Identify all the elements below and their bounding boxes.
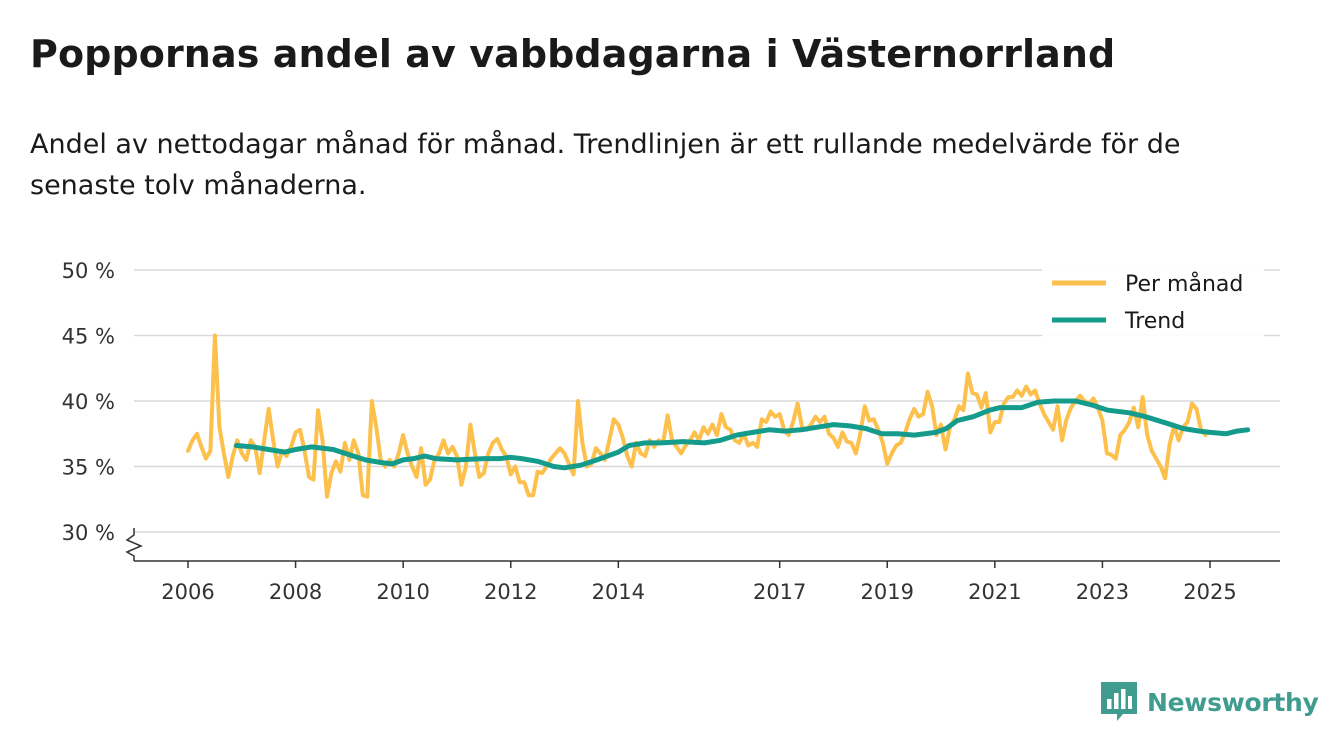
y-tick-label: 50 % (62, 259, 115, 283)
x-tick-label: 2012 (484, 580, 537, 604)
legend-box (1042, 266, 1264, 338)
x-tick-label: 2023 (1076, 580, 1129, 604)
x-tick-label: 2014 (592, 580, 645, 604)
x-tick-label: 2008 (269, 580, 322, 604)
y-tick-label: 35 % (62, 456, 115, 480)
x-tick-label: 2006 (161, 580, 214, 604)
legend-label-trend: Trend (1124, 309, 1185, 334)
chart-title: Poppornas andel av vabbdagarna i Västern… (30, 32, 1116, 76)
x-tick-label: 2010 (376, 580, 429, 604)
x-tick-label: 2025 (1183, 580, 1236, 604)
x-tick-label: 2017 (753, 580, 806, 604)
y-tick-label: 45 % (62, 325, 115, 349)
x-tick-label: 2019 (861, 580, 914, 604)
legend-label-per-manad: Per månad (1125, 271, 1243, 297)
newsworthy-logo-icon (1101, 682, 1137, 721)
line-chart: 30 % 35 % 40 % 45 % 50 % 2006 2008 2010 2012 2014… (62, 259, 1280, 604)
brand-logo: Newsworthy (1101, 682, 1319, 722)
y-tick-label: 40 % (62, 390, 115, 414)
series-line-trend (233, 398, 1251, 471)
chart-subtitle: Andel av nettodagar månad för månad. Tre… (30, 129, 1181, 201)
y-tick-label: 30 % (62, 521, 115, 545)
series-line-per-manad (186, 333, 1208, 499)
axis-break-icon (125, 528, 143, 561)
x-tick-label: 2021 (968, 580, 1021, 604)
brand-name: Newsworthy (1147, 687, 1319, 717)
